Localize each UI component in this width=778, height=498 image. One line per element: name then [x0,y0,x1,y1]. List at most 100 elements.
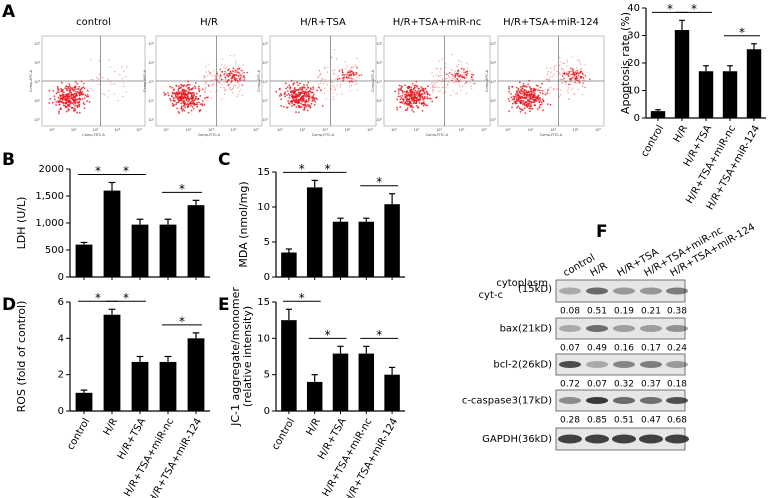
event-dot [205,86,207,88]
bar [131,361,149,411]
event-dot [511,86,514,88]
event-dot [546,78,548,81]
event-dot [207,83,209,86]
event-dot [350,73,353,75]
event-dot [538,97,541,100]
bar [103,314,121,411]
event-dot [522,92,525,94]
event-dot [542,109,544,112]
event-dot [98,73,100,75]
event-dot [344,68,347,70]
bar [722,71,738,118]
flow-tick: 10² [71,128,77,132]
flow-tick: 10² [490,99,496,103]
event-dot [546,74,548,77]
event-dot [456,73,459,76]
error-bar [311,374,318,382]
event-dot [522,82,525,85]
sig-label: * [667,2,673,16]
event-dot [180,93,183,96]
event-dot [297,111,300,114]
flow-tick: 10² [262,99,268,103]
flow-tick: 10⁵ [136,128,142,132]
event-dot [174,100,176,103]
event-dot [413,100,415,103]
event-dot [216,79,218,81]
event-dot [309,90,312,93]
event-dot [435,67,437,69]
panel-letter: C [218,150,230,170]
event-dot [510,96,513,99]
y-tick-label: 1,000 [35,218,64,229]
event-dot [561,75,564,77]
flow-tick: 10³ [436,128,442,132]
event-dot [568,71,571,73]
event-dot [307,91,310,93]
event-dot [517,87,520,90]
event-dot [62,91,65,94]
event-dot [573,73,576,76]
sig-label: * [179,182,185,196]
event-dot [431,82,433,84]
event-dot [356,79,358,81]
event-dot [511,98,514,101]
event-dot [197,97,200,100]
event-dot [238,83,240,86]
event-dot [570,81,572,83]
event-dot [572,87,574,89]
band-value: 0.51 [614,416,634,426]
bar [358,221,375,277]
event-dot [180,105,183,108]
event-dot [582,77,585,79]
event-dot [435,96,437,99]
event-dot [324,67,326,70]
event-dot [125,76,127,78]
event-dot [295,93,298,95]
event-dot [460,61,463,63]
event-dot [521,100,524,102]
event-dot [102,93,104,95]
event-dot [220,78,223,81]
event-dot [75,94,78,97]
event-dot [169,98,172,100]
event-dot [429,97,432,100]
event-dot [560,69,563,71]
panel-letter: A [2,2,16,22]
blot-band [585,434,609,444]
event-dot [406,107,409,109]
event-dot [423,95,426,98]
event-dot [460,75,463,77]
event-dot [571,70,573,72]
event-dot [458,81,460,83]
event-dot [536,95,539,98]
event-dot [53,98,56,101]
event-dot [64,87,67,90]
event-dot [199,95,202,97]
event-dot [438,75,440,77]
event-dot [519,110,522,113]
flow-tick: 10² [34,99,40,103]
event-dot [86,100,88,102]
event-dot [352,78,354,80]
error-bar [363,345,370,354]
event-dot [576,77,579,80]
event-dot [465,74,468,77]
flow-y-label: Comp-APC-A [143,69,147,92]
event-dot [186,87,189,89]
event-dot [431,72,433,74]
event-dot [525,91,528,94]
event-dot [188,99,191,102]
event-dot [527,96,529,99]
event-dot [558,96,560,98]
event-dot [216,83,218,85]
x-tick-label: H/R+TSA [116,416,148,461]
event-dot [341,77,344,80]
event-dot [172,89,175,92]
flow-tick: 10⁴ [231,128,237,132]
sig-label: * [325,328,331,342]
event-dot [404,102,407,104]
event-dot [171,95,173,98]
event-dot [330,86,332,88]
event-dot [440,68,442,70]
event-dot [183,84,186,87]
